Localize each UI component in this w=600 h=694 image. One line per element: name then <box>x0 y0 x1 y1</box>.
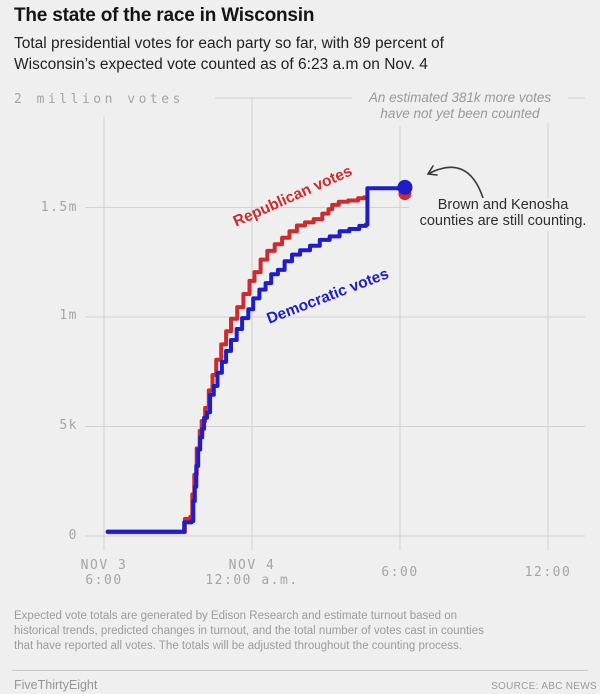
y-tick-0: 0 <box>68 528 78 543</box>
vote-count-chart <box>85 97 585 550</box>
x-tick-nov3: NOV 3 6:00 <box>80 558 128 588</box>
y-tick-500k: 5k <box>59 417 78 433</box>
annotation-uncounted-votes: An estimated 381k more votes have not ye… <box>352 90 568 123</box>
footnote-line-1: Expected vote totals are generated by Ed… <box>14 610 458 622</box>
subtitle-line-2: Wisconsin’s expected vote counted as of … <box>14 55 428 73</box>
footer-divider <box>12 670 588 671</box>
republican-line <box>105 195 367 535</box>
subtitle-line-1: Total presidential votes for each party … <box>14 35 444 52</box>
source-credit: SOURCE: ABC NEWS <box>491 681 597 692</box>
annotation-counties-counting: Brown and Kenosha counties are still cou… <box>409 197 597 231</box>
x-tick-nov4: NOV 4 12:00 a.m. <box>205 558 299 588</box>
y-tick-1500k: 1.5m <box>40 199 78 215</box>
chart-gridlines <box>85 97 585 550</box>
x-tick-6am: 6:00 <box>381 565 419 580</box>
y-tick-1000k: 1m <box>59 308 78 323</box>
democratic-end-dot <box>397 179 413 195</box>
page-subtitle: Total presidential votes for each party … <box>14 34 586 75</box>
brand-logo-text: FiveThirtyEight <box>14 678 98 692</box>
democratic-line <box>105 185 407 534</box>
curved-arrow-icon <box>426 165 484 199</box>
page-title: The state of the race in Wisconsin <box>14 5 315 26</box>
footnote-line-2: historical trends, predicted changes in … <box>14 625 484 637</box>
y-axis-top-label: 2 million votes <box>14 92 184 107</box>
footnote-line-3: that have reported all votes. The totals… <box>14 640 462 652</box>
x-tick-noon: 12:00 <box>524 565 572 580</box>
